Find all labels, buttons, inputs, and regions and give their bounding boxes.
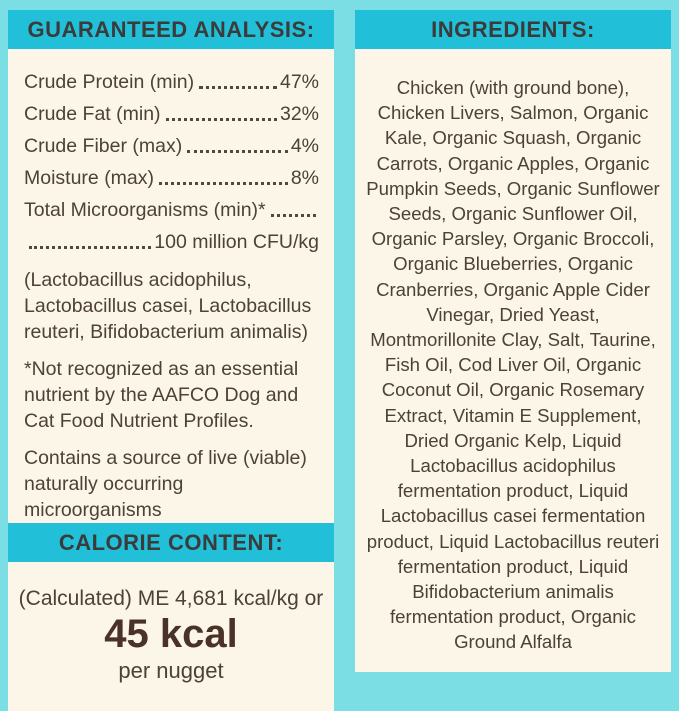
analysis-label: Moisture (max) bbox=[24, 167, 155, 189]
ingredients-header: INGREDIENTS: bbox=[355, 10, 671, 49]
dot-leader bbox=[270, 214, 316, 217]
analysis-label: Crude Fiber (max) bbox=[24, 135, 183, 157]
live-microorganisms-note: Contains a source of live (viable) natur… bbox=[24, 447, 307, 521]
pet-food-label: GUARANTEED ANALYSIS: Crude Protein (min)… bbox=[8, 10, 671, 711]
ingredients-list: Chicken (with ground bone), Chicken Live… bbox=[366, 77, 660, 653]
kcal-value: 45 kcal bbox=[104, 612, 238, 656]
analysis-label: Total Microorganisms (min)* bbox=[24, 199, 266, 221]
guaranteed-analysis-header: GUARANTEED ANALYSIS: bbox=[8, 10, 334, 49]
aafco-footnote: *Not recognized as an essential nutrient… bbox=[24, 358, 299, 432]
calorie-content-panel: (Calculated) ME 4,681 kcal/kg or 45 kcal… bbox=[8, 562, 334, 711]
dot-leader bbox=[159, 182, 288, 185]
guaranteed-analysis-panel: Crude Protein (min) 47% Crude Fat (min) … bbox=[8, 49, 334, 523]
analysis-value: 100 million CFU/kg bbox=[154, 231, 319, 253]
analysis-label: Crude Fat (min) bbox=[24, 103, 161, 125]
analysis-value: 8% bbox=[290, 167, 319, 189]
calorie-calculated-line: (Calculated) ME 4,681 kcal/kg or bbox=[18, 587, 324, 610]
analysis-row: Crude Fat (min) 32% bbox=[24, 94, 319, 126]
dot-leader bbox=[29, 246, 152, 249]
microorganism-species-note: (Lactobacillus acidophilus, Lactobacillu… bbox=[24, 269, 312, 343]
dot-leader bbox=[165, 118, 277, 121]
analysis-value: 47% bbox=[279, 71, 319, 93]
analysis-row: Moisture (max) 8% bbox=[24, 158, 319, 190]
analysis-row: 100 million CFU/kg bbox=[24, 222, 319, 254]
right-column: INGREDIENTS: Chicken (with ground bone),… bbox=[355, 10, 671, 672]
analysis-row: Crude Protein (min) 47% bbox=[24, 62, 319, 94]
left-column: GUARANTEED ANALYSIS: Crude Protein (min)… bbox=[8, 10, 334, 711]
analysis-label: Crude Protein (min) bbox=[24, 71, 195, 93]
calorie-content-header: CALORIE CONTENT: bbox=[8, 523, 334, 562]
analysis-notes: (Lactobacillus acidophilus, Lactobacillu… bbox=[24, 267, 319, 523]
kcal-unit-line: per nugget bbox=[118, 658, 224, 683]
ingredients-panel: Chicken (with ground bone), Chicken Live… bbox=[355, 49, 671, 672]
analysis-value: 32% bbox=[279, 103, 319, 125]
analysis-row: Total Microorganisms (min)* bbox=[24, 190, 319, 222]
dot-leader bbox=[199, 86, 277, 89]
analysis-row: Crude Fiber (max) 4% bbox=[24, 126, 319, 158]
dot-leader bbox=[187, 150, 288, 153]
analysis-value: 4% bbox=[290, 135, 319, 157]
